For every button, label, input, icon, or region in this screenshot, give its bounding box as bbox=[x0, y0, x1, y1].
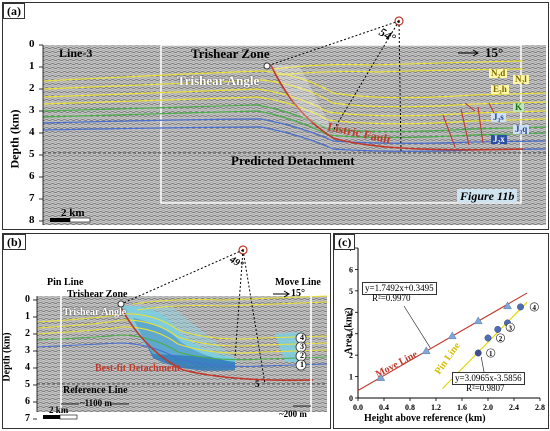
x-tick-label: 2.0 bbox=[483, 403, 493, 412]
panel-a-seismic bbox=[39, 16, 547, 225]
panel-c-label: (c) bbox=[334, 234, 356, 250]
x-tick-label: 0.8 bbox=[405, 403, 415, 412]
panel-b-axis-title: Depth (km) bbox=[2, 332, 13, 382]
move-line-point bbox=[503, 301, 512, 310]
y-axis-title: Area (km²) bbox=[343, 307, 355, 355]
formation-label: J₂x bbox=[491, 134, 507, 144]
dip-angle-label: 15° bbox=[485, 45, 504, 60]
move-line-point bbox=[376, 373, 386, 381]
depth-tick: 1 bbox=[29, 60, 35, 72]
x-tick-label: 0.4 bbox=[379, 403, 389, 412]
move-fit-r2: R²=0.9970 bbox=[372, 293, 411, 303]
move-line-point bbox=[447, 331, 457, 340]
depth-tick: 0 bbox=[25, 294, 30, 305]
panel-b-label: (b) bbox=[3, 234, 26, 250]
pin-line-point bbox=[494, 325, 502, 333]
line-name: Line-3 bbox=[59, 46, 93, 60]
reference-line-label: Reference Line bbox=[63, 385, 128, 396]
distance-left-label: ~1100 m bbox=[80, 398, 112, 408]
x-tick-label: 2.4 bbox=[509, 403, 519, 412]
marker-label: 2 bbox=[300, 351, 304, 360]
panel-c: 0.00.40.81.21.62.02.42.8012345671234 (c)… bbox=[333, 233, 549, 429]
point-label: 1 bbox=[489, 350, 493, 358]
depth-tick: 7 bbox=[29, 192, 35, 204]
y-tick-label: 6 bbox=[349, 265, 353, 274]
formation-label: J₃q bbox=[513, 124, 530, 134]
depth-tick: 8 bbox=[29, 214, 35, 226]
pin-line-point bbox=[474, 349, 482, 357]
move-line-fit bbox=[357, 292, 528, 391]
trishear-angle-label: Trishear Angle bbox=[63, 307, 127, 318]
marker-label: 4 bbox=[300, 333, 304, 342]
pin-fit-r2: R²=0.9807 bbox=[466, 383, 505, 393]
distance-right-label: ~200 m bbox=[279, 409, 307, 419]
small-number-label: 5 bbox=[255, 379, 260, 389]
panel-b: (b) Depth (km) 0 1 2 3 4 5 6 7 Pin Line … bbox=[2, 233, 331, 429]
depth-tick: 6 bbox=[25, 396, 30, 407]
formation-label: N₂l bbox=[513, 74, 529, 84]
point-label: 4 bbox=[533, 304, 537, 312]
y-tick-label: 3 bbox=[349, 330, 353, 339]
point-label-ring bbox=[529, 302, 539, 312]
depth-tick: 4 bbox=[29, 126, 35, 138]
point-label-ring bbox=[486, 348, 496, 358]
dip-angle-label: 15° bbox=[291, 288, 305, 299]
move-line-point bbox=[421, 346, 431, 355]
depth-tick: 0 bbox=[29, 38, 35, 50]
marker-label: 3 bbox=[300, 342, 304, 351]
point-label: 2 bbox=[499, 335, 503, 343]
y-tick-label: 5 bbox=[349, 287, 353, 296]
inset-ref-label: Figure 11b bbox=[457, 189, 518, 203]
formation-label: K bbox=[513, 102, 525, 112]
x-tick-label: 0.0 bbox=[353, 403, 363, 412]
panel-c-chart: 0.00.40.81.21.62.02.42.8012345671234 bbox=[349, 244, 545, 412]
depth-tick: 7 bbox=[25, 413, 30, 424]
depth-tick: 1 bbox=[25, 311, 30, 322]
trishear-zone-label: Trishear Zone bbox=[67, 289, 128, 300]
depth-tick: 4 bbox=[25, 362, 30, 373]
y-tick-label: 4 bbox=[349, 308, 353, 317]
trishear-zone-label: Trishear Zone bbox=[191, 46, 270, 61]
x-tick-label: 1.2 bbox=[431, 403, 441, 412]
move-fit-eq: y=1.7492x+0.3495 bbox=[362, 282, 437, 295]
move-fit-pointer bbox=[403, 305, 431, 349]
point-label-ring bbox=[505, 322, 515, 332]
depth-tick: 3 bbox=[25, 345, 30, 356]
formation-label: E₃h bbox=[491, 84, 509, 94]
y-tick-label: 1 bbox=[349, 373, 353, 382]
y-tick-label: 0 bbox=[349, 394, 353, 403]
depth-tick: 5 bbox=[29, 148, 35, 160]
depth-tick: 5 bbox=[25, 379, 30, 390]
depth-tick: 2 bbox=[29, 82, 35, 94]
marker-label: 1 bbox=[300, 360, 304, 369]
formation-label: J₃s bbox=[491, 112, 506, 122]
panel-a-axis-title: Depth (km) bbox=[7, 109, 22, 169]
pin-fit-eq: y=3.0965x-3.5856 bbox=[452, 372, 525, 385]
pin-fit-pointer bbox=[480, 356, 485, 373]
depth-tick: 3 bbox=[29, 104, 35, 116]
formation-label: N₂d bbox=[489, 68, 508, 78]
detachment-label: Predicted Detachment bbox=[231, 153, 355, 168]
trishear-angle-label: Trishear Angle bbox=[177, 73, 260, 88]
x-axis-title: Height above reference (km) bbox=[364, 413, 486, 424]
panel-a-label: (a) bbox=[3, 3, 25, 19]
scale-label: 2 km bbox=[61, 207, 85, 219]
detachment-label: Best-fit Detachment bbox=[95, 363, 181, 374]
panel-b-seismic bbox=[33, 245, 328, 420]
x-tick-label: 1.6 bbox=[457, 403, 467, 412]
pin-line-label: Pin Line bbox=[47, 277, 84, 288]
panel-a: (a) Depth (km) 0 1 2 3 4 5 6 7 8 Line-3 … bbox=[2, 2, 549, 230]
depth-tick: 2 bbox=[25, 328, 30, 339]
pin-line-point bbox=[484, 334, 492, 342]
x-tick-label: 2.8 bbox=[535, 403, 545, 412]
pin-line-point bbox=[517, 303, 524, 311]
point-label: 3 bbox=[509, 324, 513, 332]
y-tick-label: 2 bbox=[349, 351, 353, 360]
move-line-point bbox=[473, 316, 483, 325]
scale-label: 2 km bbox=[49, 405, 69, 415]
point-label-ring bbox=[495, 333, 506, 343]
move-line-label: Move Line bbox=[275, 277, 321, 288]
depth-tick: 6 bbox=[29, 170, 35, 182]
